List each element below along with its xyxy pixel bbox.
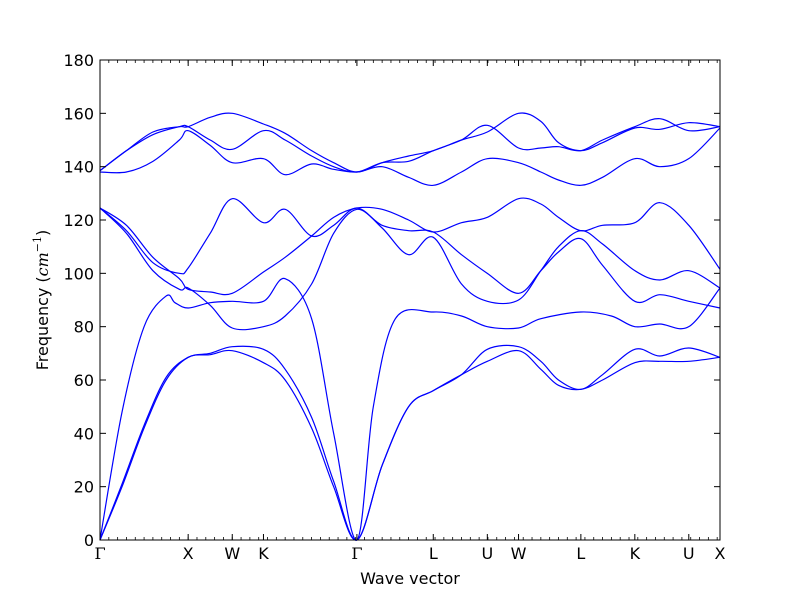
y-tick-label: 120 [63, 211, 94, 230]
y-tick-label: 0 [84, 531, 94, 550]
x-tick-label: W [511, 544, 527, 563]
x-tick-label: U [481, 544, 493, 563]
plot-frame [99, 59, 721, 541]
y-axis-label: Frequency (cm−1) [31, 230, 52, 371]
y-axis-label-text: Frequency [33, 288, 52, 371]
y-tick-label: 80 [74, 318, 94, 337]
y-axis-ticks: 0 20 40 60 80 100 120 140 160 180 [63, 51, 720, 550]
y-tick-label: 160 [63, 104, 94, 123]
y-axis-label-close: ) [33, 230, 52, 236]
series-line-8 [99, 118, 721, 173]
x-tick-label: U [683, 544, 695, 563]
x-tick-label: Γ [94, 544, 105, 563]
x-tick-label: Γ [351, 544, 362, 563]
y-tick-label: 100 [63, 264, 94, 283]
y-tick-label: 20 [74, 478, 94, 497]
series-line-2 [99, 344, 721, 541]
series-line-9 [99, 112, 721, 173]
series-line-7 [99, 127, 721, 186]
x-tick-label: K [258, 544, 269, 563]
y-axis-label-unit: cm [33, 252, 52, 276]
x-tick-label: X [183, 544, 194, 563]
x-tick-label: L [429, 544, 438, 563]
x-axis-label: Wave vector [360, 569, 460, 588]
series-line-6 [99, 197, 721, 296]
y-tick-label: 180 [63, 51, 94, 70]
x-tick-label: K [630, 544, 641, 563]
x-tick-label: X [715, 544, 726, 563]
series-line-4 [99, 207, 721, 331]
y-tick-label: 140 [63, 158, 94, 177]
y-tick-label: 40 [74, 424, 94, 443]
series-line-5 [99, 198, 721, 305]
y-axis-label-exponent: −1 [31, 236, 44, 252]
x-tick-label: W [224, 544, 240, 563]
y-tick-label: 60 [74, 371, 94, 390]
y-axis-label-open: ( [33, 276, 52, 282]
series-layer [99, 112, 721, 541]
series-line-3 [99, 278, 721, 541]
x-tick-label: L [576, 544, 585, 563]
